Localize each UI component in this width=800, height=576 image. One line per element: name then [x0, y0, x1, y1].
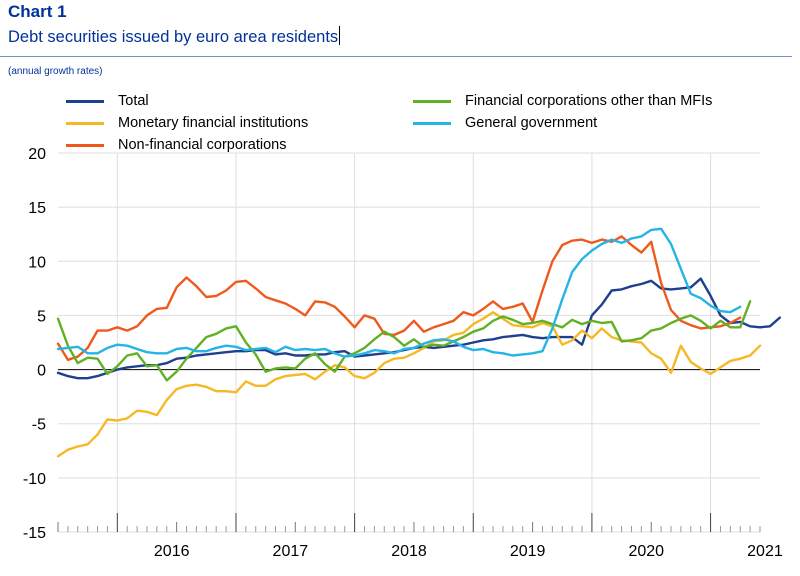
legend-left-column: Total Monetary financial institutions No… [66, 90, 308, 156]
legend-swatch-government [413, 121, 451, 125]
legend-right-column: Financial corporations other than MFIs G… [413, 90, 712, 134]
y-tick-label: -15 [23, 525, 46, 542]
x-year-label: 2019 [510, 543, 546, 560]
title-divider [0, 56, 792, 57]
series-line-financial_other [56, 300, 752, 382]
chart-subtitle: (annual growth rates) [8, 66, 103, 77]
legend-swatch-monetary [66, 121, 104, 125]
chart-number: Chart 1 [8, 2, 67, 21]
y-tick-label: -5 [32, 417, 46, 434]
legend-swatch-financial-other [413, 99, 451, 103]
legend-item-financial-other: Financial corporations other than MFIs [413, 90, 712, 112]
chart-title: Debt securities issued by euro area resi… [8, 26, 341, 47]
y-tick-label: 0 [37, 363, 46, 380]
y-tick-label: 20 [28, 146, 46, 163]
legend-item-monetary: Monetary financial institutions [66, 112, 308, 134]
y-tick-label: -10 [23, 471, 46, 488]
y-tick-label: 10 [28, 254, 46, 271]
legend-item-nonfin: Non-financial corporations [66, 134, 308, 156]
x-year-label: 2018 [391, 543, 427, 560]
legend-item-government: General government [413, 112, 712, 134]
legend-label-financial-other: Financial corporations other than MFIs [465, 93, 713, 109]
series-line-monetary [56, 311, 762, 458]
y-tick-label: 15 [28, 200, 46, 217]
x-year-label: 2016 [154, 543, 190, 560]
chart-title-text: Debt securities issued by euro area resi… [8, 28, 339, 46]
legend-item-total: Total [66, 90, 308, 112]
x-year-label: 2021 [747, 543, 783, 560]
x-year-label: 2017 [273, 543, 309, 560]
series-line-total [56, 277, 781, 380]
legend-label-total: Total [118, 93, 149, 109]
legend-label-monetary: Monetary financial institutions [118, 115, 309, 131]
series-line-government [56, 227, 742, 358]
legend-label-government: General government [465, 115, 598, 131]
legend-swatch-nonfin [66, 143, 104, 147]
x-year-label: 2020 [628, 543, 664, 560]
legend-label-nonfin: Non-financial corporations [118, 137, 287, 153]
text-cursor [339, 26, 341, 45]
legend-swatch-total [66, 99, 104, 103]
y-tick-label: 5 [37, 308, 46, 325]
